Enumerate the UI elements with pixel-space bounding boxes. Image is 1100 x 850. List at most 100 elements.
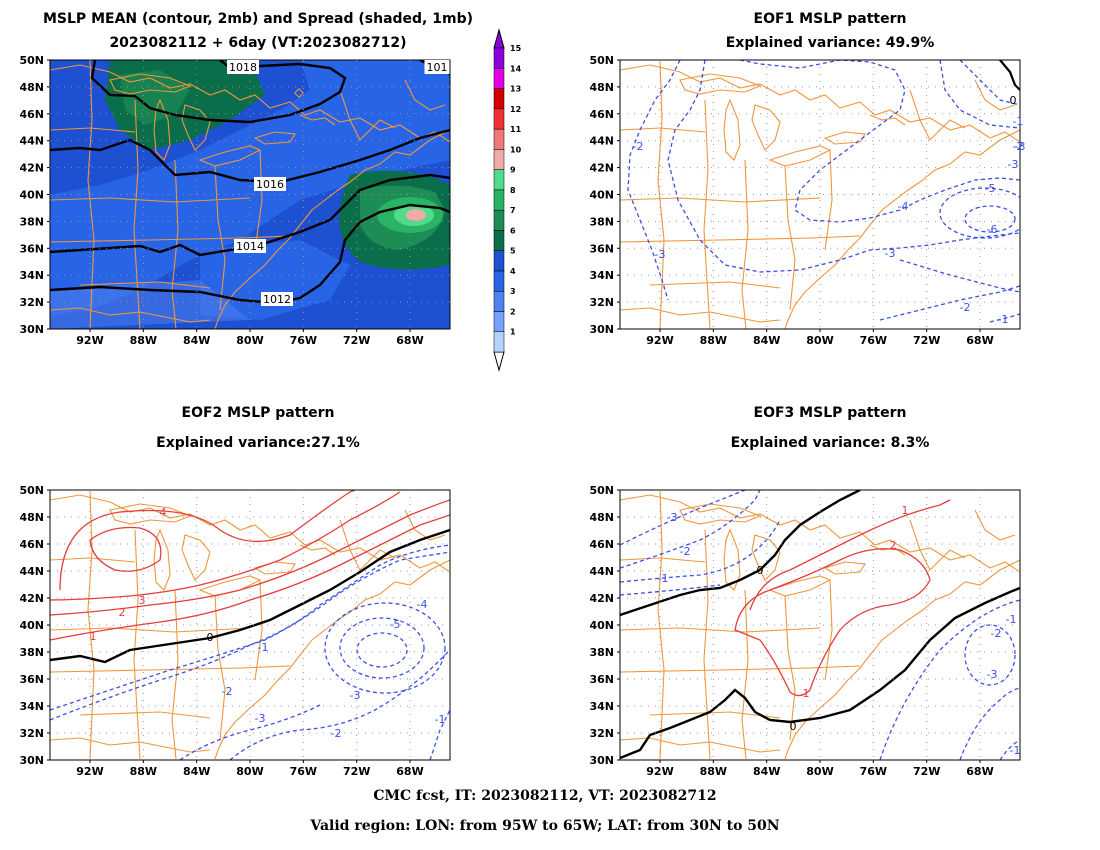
eof3-contour-label: 1 [902,504,909,517]
colorbar-low-arrow [493,351,505,372]
colorbar-segment [493,250,505,272]
eof3-lat-label: 38N [589,646,614,659]
eof1-contour-label: -2 [1013,140,1024,153]
eof1-contour-label: -2 [960,301,971,314]
eof1-lon-label: 68W [966,334,993,347]
colorbar-label: 12 [510,105,521,114]
contour-labels: 1018101610141012101-2-3-4-5-6-3-2-1-1-2-… [90,60,1026,757]
mean-title-line2: 2023082112 + 6day (VT:2023082712) [109,35,407,51]
eof2-panel [49,489,451,761]
eof1-contour-label: -1 [1013,115,1024,128]
eof1-contour-label: -1 [998,313,1009,326]
colorbar-label: 3 [510,287,516,296]
footer-line2: Valid region: LON: from 95W to 65W; LAT:… [310,818,780,834]
colorbar-segment [493,88,505,110]
colorbar-label: 9 [510,166,516,175]
eof3-contour-label: 0 [757,564,764,577]
eof2-lon-label: 76W [290,765,317,778]
mean-lat-label: 32N [19,296,44,309]
eof3-lat-label: 40N [589,619,614,632]
eof1-contour-label: -3 [1008,158,1019,171]
colorbar-segment [493,108,505,130]
eof3-lon-label: 68W [966,765,993,778]
eof3-lat-label: 44N [589,565,614,578]
mean-lon-label: 92W [76,334,103,347]
eof2-lat-label: 46N [19,538,44,551]
mean-lon-label: 88W [130,334,157,347]
eof2-contour-label: -1 [258,641,269,654]
eof3-lat-label: 48N [589,511,614,524]
eof1-lat-label: 44N [589,135,614,148]
colorbar-segment [493,149,505,170]
footer-line1: CMC fcst, IT: 2023082112, VT: 2023082712 [373,788,717,804]
eof2-lat-label: 30N [19,754,44,767]
eof2-lat-label: 32N [19,727,44,740]
eof2-contour-label: 0 [207,631,214,644]
eof2-lon-label: 68W [396,765,423,778]
eof1-contour-label: 0 [1010,94,1017,107]
colorbar-label: 14 [510,64,522,73]
mean-lat-label: 38N [19,215,44,228]
svg-text:1018: 1018 [229,61,257,74]
eof1-contour-label: -5 [985,182,996,195]
eof3-lat-label: 46N [589,538,614,551]
svg-text:1014: 1014 [236,240,264,253]
eof2-contour-label: 1 [90,630,97,643]
eof3-contour-label: -1 [658,572,669,585]
eof2-lon-label: 72W [343,765,370,778]
mean-lon-label: 76W [290,334,317,347]
mean-panel [49,59,451,330]
eof3-panel [619,489,1021,761]
eof2-contour-label: 3 [139,594,146,607]
eof2-lon-label: 88W [130,765,157,778]
svg-text:101: 101 [427,61,448,74]
eof2-lon-label: 80W [236,765,263,778]
eof1-panel [619,59,1021,330]
mean-lon-label: 80W [236,334,263,347]
colorbar-label: 1 [510,328,516,337]
mean-lat-label: 34N [19,269,44,282]
eof3-contour-label: -2 [991,627,1002,640]
eof3-lon-label: 72W [913,765,940,778]
eof3-contour-label: -2 [680,545,691,558]
eof2-lat-label: 38N [19,646,44,659]
mean-contour-label: 101 [424,60,450,74]
colorbar-label: 13 [510,85,521,94]
eof2-contour-label: -3 [350,689,361,702]
mean-lon-label: 68W [396,334,423,347]
colorbar-label: 11 [510,125,522,134]
colorbar-label: 6 [510,226,516,235]
mean-lon-label: 72W [343,334,370,347]
eof1-contour-label: -2 [633,140,644,153]
eof1-lat-label: 30N [589,323,614,336]
eof1-contour-label: -3 [655,248,666,261]
colorbar-label: 4 [510,267,516,276]
colorbar-segment [493,331,505,353]
mean-lon-label: 84W [183,334,210,347]
eof1-lon-label: 88W [700,334,727,347]
eof3-contour-label: -1 [1006,613,1017,626]
eof3-contour-label: 1 [803,687,810,700]
eof2-title-line1: EOF2 MSLP pattern [181,405,335,421]
eof2-lat-label: 36N [19,673,44,686]
eof1-contour-label: -3 [885,247,896,260]
eof2-lon-label: 84W [183,765,210,778]
mean-lat-label: 50N [19,54,44,67]
svg-text:1016: 1016 [256,178,284,191]
eof1-lat-label: 34N [589,269,614,282]
eof3-contour-label: 2 [890,539,897,552]
eof1-title-line2: Explained variance: 49.9% [725,35,935,51]
colorbar-segment [493,209,505,231]
eof3-lat-label: 50N [589,484,614,497]
eof1-contour-label: -3 [1015,140,1026,153]
eof2-lat-label: 44N [19,565,44,578]
eof3-title-line1: EOF3 MSLP pattern [753,405,907,421]
colorbar-label: 10 [510,145,522,154]
eof1-lat-label: 32N [589,296,614,309]
mean-lat-label: 44N [19,135,44,148]
eof1-lon-label: 80W [806,334,833,347]
eof1-lon-label: 76W [860,334,887,347]
eof2-contour-label: 2 [119,606,126,619]
